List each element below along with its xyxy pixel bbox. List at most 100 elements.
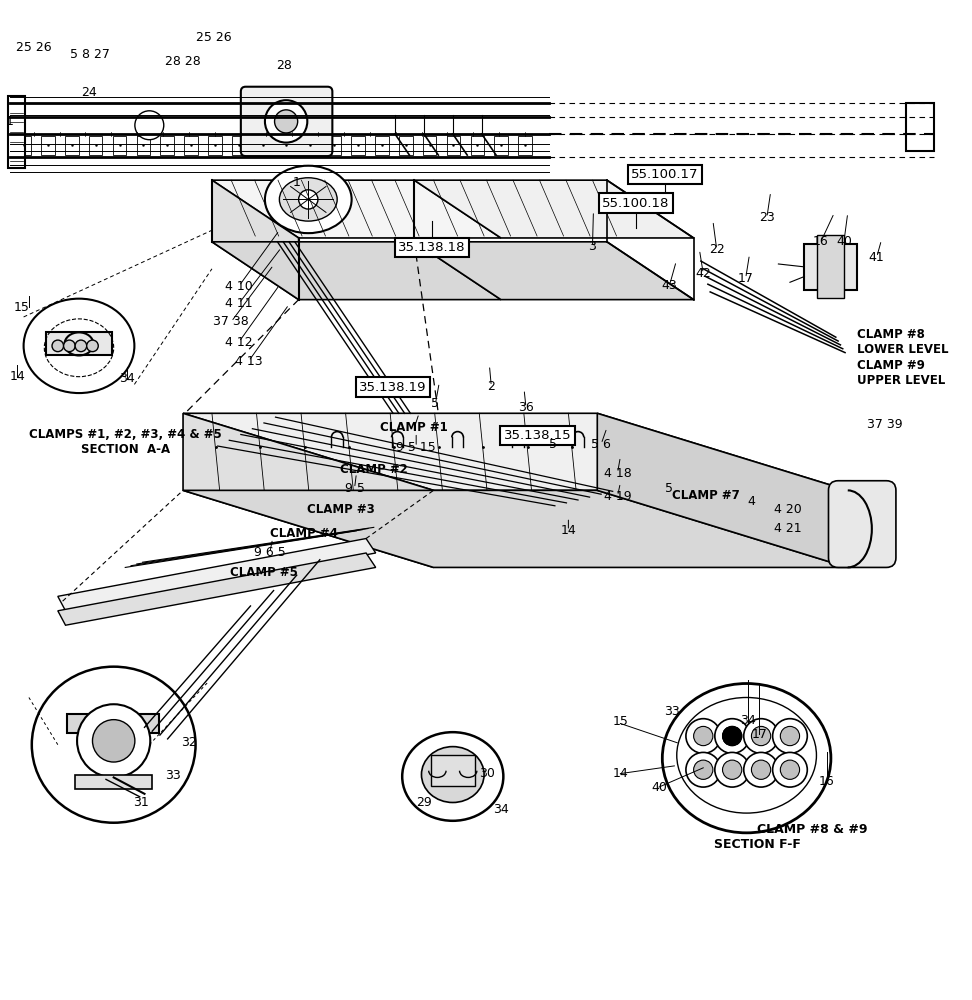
Bar bbox=[17, 136, 31, 155]
Ellipse shape bbox=[23, 299, 134, 393]
FancyBboxPatch shape bbox=[241, 87, 332, 156]
Bar bbox=[256, 136, 269, 155]
Text: 33: 33 bbox=[165, 769, 182, 782]
Bar bbox=[232, 136, 246, 155]
Circle shape bbox=[265, 100, 307, 143]
Circle shape bbox=[77, 704, 151, 777]
Bar bbox=[423, 136, 436, 155]
Bar bbox=[185, 136, 198, 155]
Text: 40: 40 bbox=[836, 235, 851, 248]
Text: 36: 36 bbox=[518, 401, 534, 414]
Bar bbox=[303, 136, 317, 155]
Text: 1: 1 bbox=[293, 176, 300, 189]
Text: 14: 14 bbox=[561, 524, 576, 537]
Text: CLAMP #4: CLAMP #4 bbox=[270, 527, 338, 540]
Text: 30: 30 bbox=[479, 767, 496, 780]
Text: 14: 14 bbox=[10, 370, 25, 383]
Text: 28 28: 28 28 bbox=[165, 55, 201, 68]
Text: LOWER LEVEL: LOWER LEVEL bbox=[857, 343, 949, 356]
Circle shape bbox=[274, 110, 297, 133]
Bar bbox=[280, 136, 294, 155]
Polygon shape bbox=[57, 553, 376, 625]
Text: CLAMP #9: CLAMP #9 bbox=[857, 359, 925, 372]
Text: 16: 16 bbox=[813, 235, 829, 248]
Text: 33: 33 bbox=[665, 705, 680, 718]
Text: 35.138.19: 35.138.19 bbox=[360, 381, 427, 394]
Text: 35.138.15: 35.138.15 bbox=[503, 429, 572, 442]
Text: 35.138.18: 35.138.18 bbox=[398, 241, 466, 254]
Polygon shape bbox=[414, 242, 694, 300]
Text: 9 5: 9 5 bbox=[345, 482, 364, 495]
Ellipse shape bbox=[422, 747, 484, 802]
Bar bbox=[137, 136, 150, 155]
Text: SECTION  A-A: SECTION A-A bbox=[81, 443, 170, 456]
Text: CLAMPS #1, #2, #3, #4 & #5: CLAMPS #1, #2, #3, #4 & #5 bbox=[29, 428, 222, 441]
Bar bbox=[88, 136, 102, 155]
Text: 4 13: 4 13 bbox=[234, 355, 262, 368]
Text: CLAMP #5: CLAMP #5 bbox=[230, 566, 297, 579]
Polygon shape bbox=[597, 413, 848, 567]
Ellipse shape bbox=[32, 667, 195, 823]
Circle shape bbox=[722, 760, 742, 779]
Text: 17: 17 bbox=[738, 272, 753, 285]
Circle shape bbox=[135, 111, 163, 140]
Text: UPPER LEVEL: UPPER LEVEL bbox=[857, 374, 946, 387]
Text: 41: 41 bbox=[869, 251, 885, 264]
Bar bbox=[470, 136, 484, 155]
Text: 4 12: 4 12 bbox=[226, 336, 253, 349]
Text: 4 11: 4 11 bbox=[226, 297, 253, 310]
Bar bbox=[805, 244, 857, 290]
Circle shape bbox=[92, 720, 135, 762]
Text: 5: 5 bbox=[432, 397, 439, 410]
Text: 15: 15 bbox=[612, 715, 628, 728]
Text: CLAMP #8 & #9: CLAMP #8 & #9 bbox=[757, 823, 868, 836]
Circle shape bbox=[63, 340, 75, 352]
Text: 34: 34 bbox=[740, 714, 755, 727]
Circle shape bbox=[722, 726, 742, 746]
Text: 15: 15 bbox=[14, 301, 29, 314]
Text: 4 21: 4 21 bbox=[775, 522, 802, 535]
Text: 4 18: 4 18 bbox=[604, 467, 632, 480]
Text: CLAMP #7: CLAMP #7 bbox=[673, 489, 740, 502]
Circle shape bbox=[773, 719, 808, 753]
Circle shape bbox=[744, 719, 779, 753]
Ellipse shape bbox=[279, 178, 337, 221]
Circle shape bbox=[686, 752, 720, 787]
Bar bbox=[447, 136, 460, 155]
Circle shape bbox=[773, 752, 808, 787]
Bar bbox=[328, 136, 341, 155]
Circle shape bbox=[751, 760, 771, 779]
Polygon shape bbox=[212, 180, 501, 238]
Text: 37 39: 37 39 bbox=[867, 418, 902, 431]
Text: 25 26: 25 26 bbox=[16, 41, 52, 54]
Ellipse shape bbox=[677, 697, 816, 813]
Polygon shape bbox=[183, 413, 434, 567]
Bar bbox=[208, 136, 222, 155]
Text: CLAMP #3: CLAMP #3 bbox=[307, 503, 375, 516]
Circle shape bbox=[694, 726, 712, 746]
Bar bbox=[47, 332, 112, 355]
Text: 5: 5 bbox=[665, 482, 673, 495]
Bar bbox=[816, 235, 844, 298]
Text: 9 6 5: 9 6 5 bbox=[254, 546, 286, 559]
Text: 5 8 27: 5 8 27 bbox=[70, 48, 110, 61]
Circle shape bbox=[75, 340, 87, 352]
Circle shape bbox=[781, 726, 800, 746]
Ellipse shape bbox=[662, 684, 831, 833]
Bar bbox=[8, 96, 25, 168]
Ellipse shape bbox=[265, 166, 352, 233]
Text: 4 19: 4 19 bbox=[604, 490, 632, 503]
Text: 43: 43 bbox=[662, 279, 677, 292]
Circle shape bbox=[694, 760, 712, 779]
Text: 1: 1 bbox=[6, 115, 14, 128]
Text: CLAMP #8: CLAMP #8 bbox=[857, 328, 925, 341]
Circle shape bbox=[722, 726, 742, 746]
Bar bbox=[160, 136, 174, 155]
Bar bbox=[75, 775, 153, 789]
Text: CLAMP #1: CLAMP #1 bbox=[380, 421, 448, 434]
Text: 24: 24 bbox=[81, 86, 96, 99]
Text: SECTION F-F: SECTION F-F bbox=[713, 838, 801, 851]
Bar bbox=[906, 103, 934, 151]
Polygon shape bbox=[212, 242, 501, 300]
Circle shape bbox=[52, 340, 63, 352]
